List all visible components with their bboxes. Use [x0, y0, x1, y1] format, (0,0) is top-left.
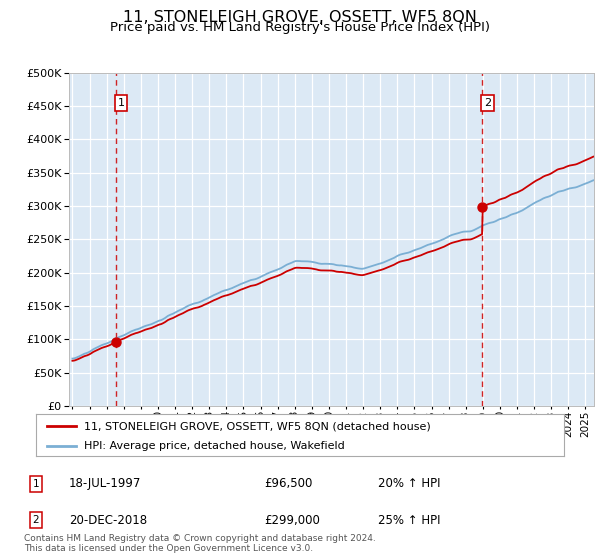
Text: £96,500: £96,500: [264, 477, 313, 491]
Text: 2: 2: [484, 98, 491, 108]
Text: 2: 2: [32, 515, 40, 525]
Text: 1: 1: [118, 98, 124, 108]
Text: Price paid vs. HM Land Registry's House Price Index (HPI): Price paid vs. HM Land Registry's House …: [110, 21, 490, 34]
Text: 18-JUL-1997: 18-JUL-1997: [69, 477, 142, 491]
Text: 25% ↑ HPI: 25% ↑ HPI: [378, 514, 440, 527]
Text: 11, STONELEIGH GROVE, OSSETT, WF5 8QN: 11, STONELEIGH GROVE, OSSETT, WF5 8QN: [123, 10, 477, 25]
Text: 11, STONELEIGH GROVE, OSSETT, WF5 8QN (detached house): 11, STONELEIGH GROVE, OSSETT, WF5 8QN (d…: [83, 421, 430, 431]
Text: 20% ↑ HPI: 20% ↑ HPI: [378, 477, 440, 491]
Text: £299,000: £299,000: [264, 514, 320, 527]
Text: 1: 1: [32, 479, 40, 489]
Text: Contains HM Land Registry data © Crown copyright and database right 2024.
This d: Contains HM Land Registry data © Crown c…: [24, 534, 376, 553]
Text: HPI: Average price, detached house, Wakefield: HPI: Average price, detached house, Wake…: [83, 441, 344, 451]
Text: 20-DEC-2018: 20-DEC-2018: [69, 514, 147, 527]
